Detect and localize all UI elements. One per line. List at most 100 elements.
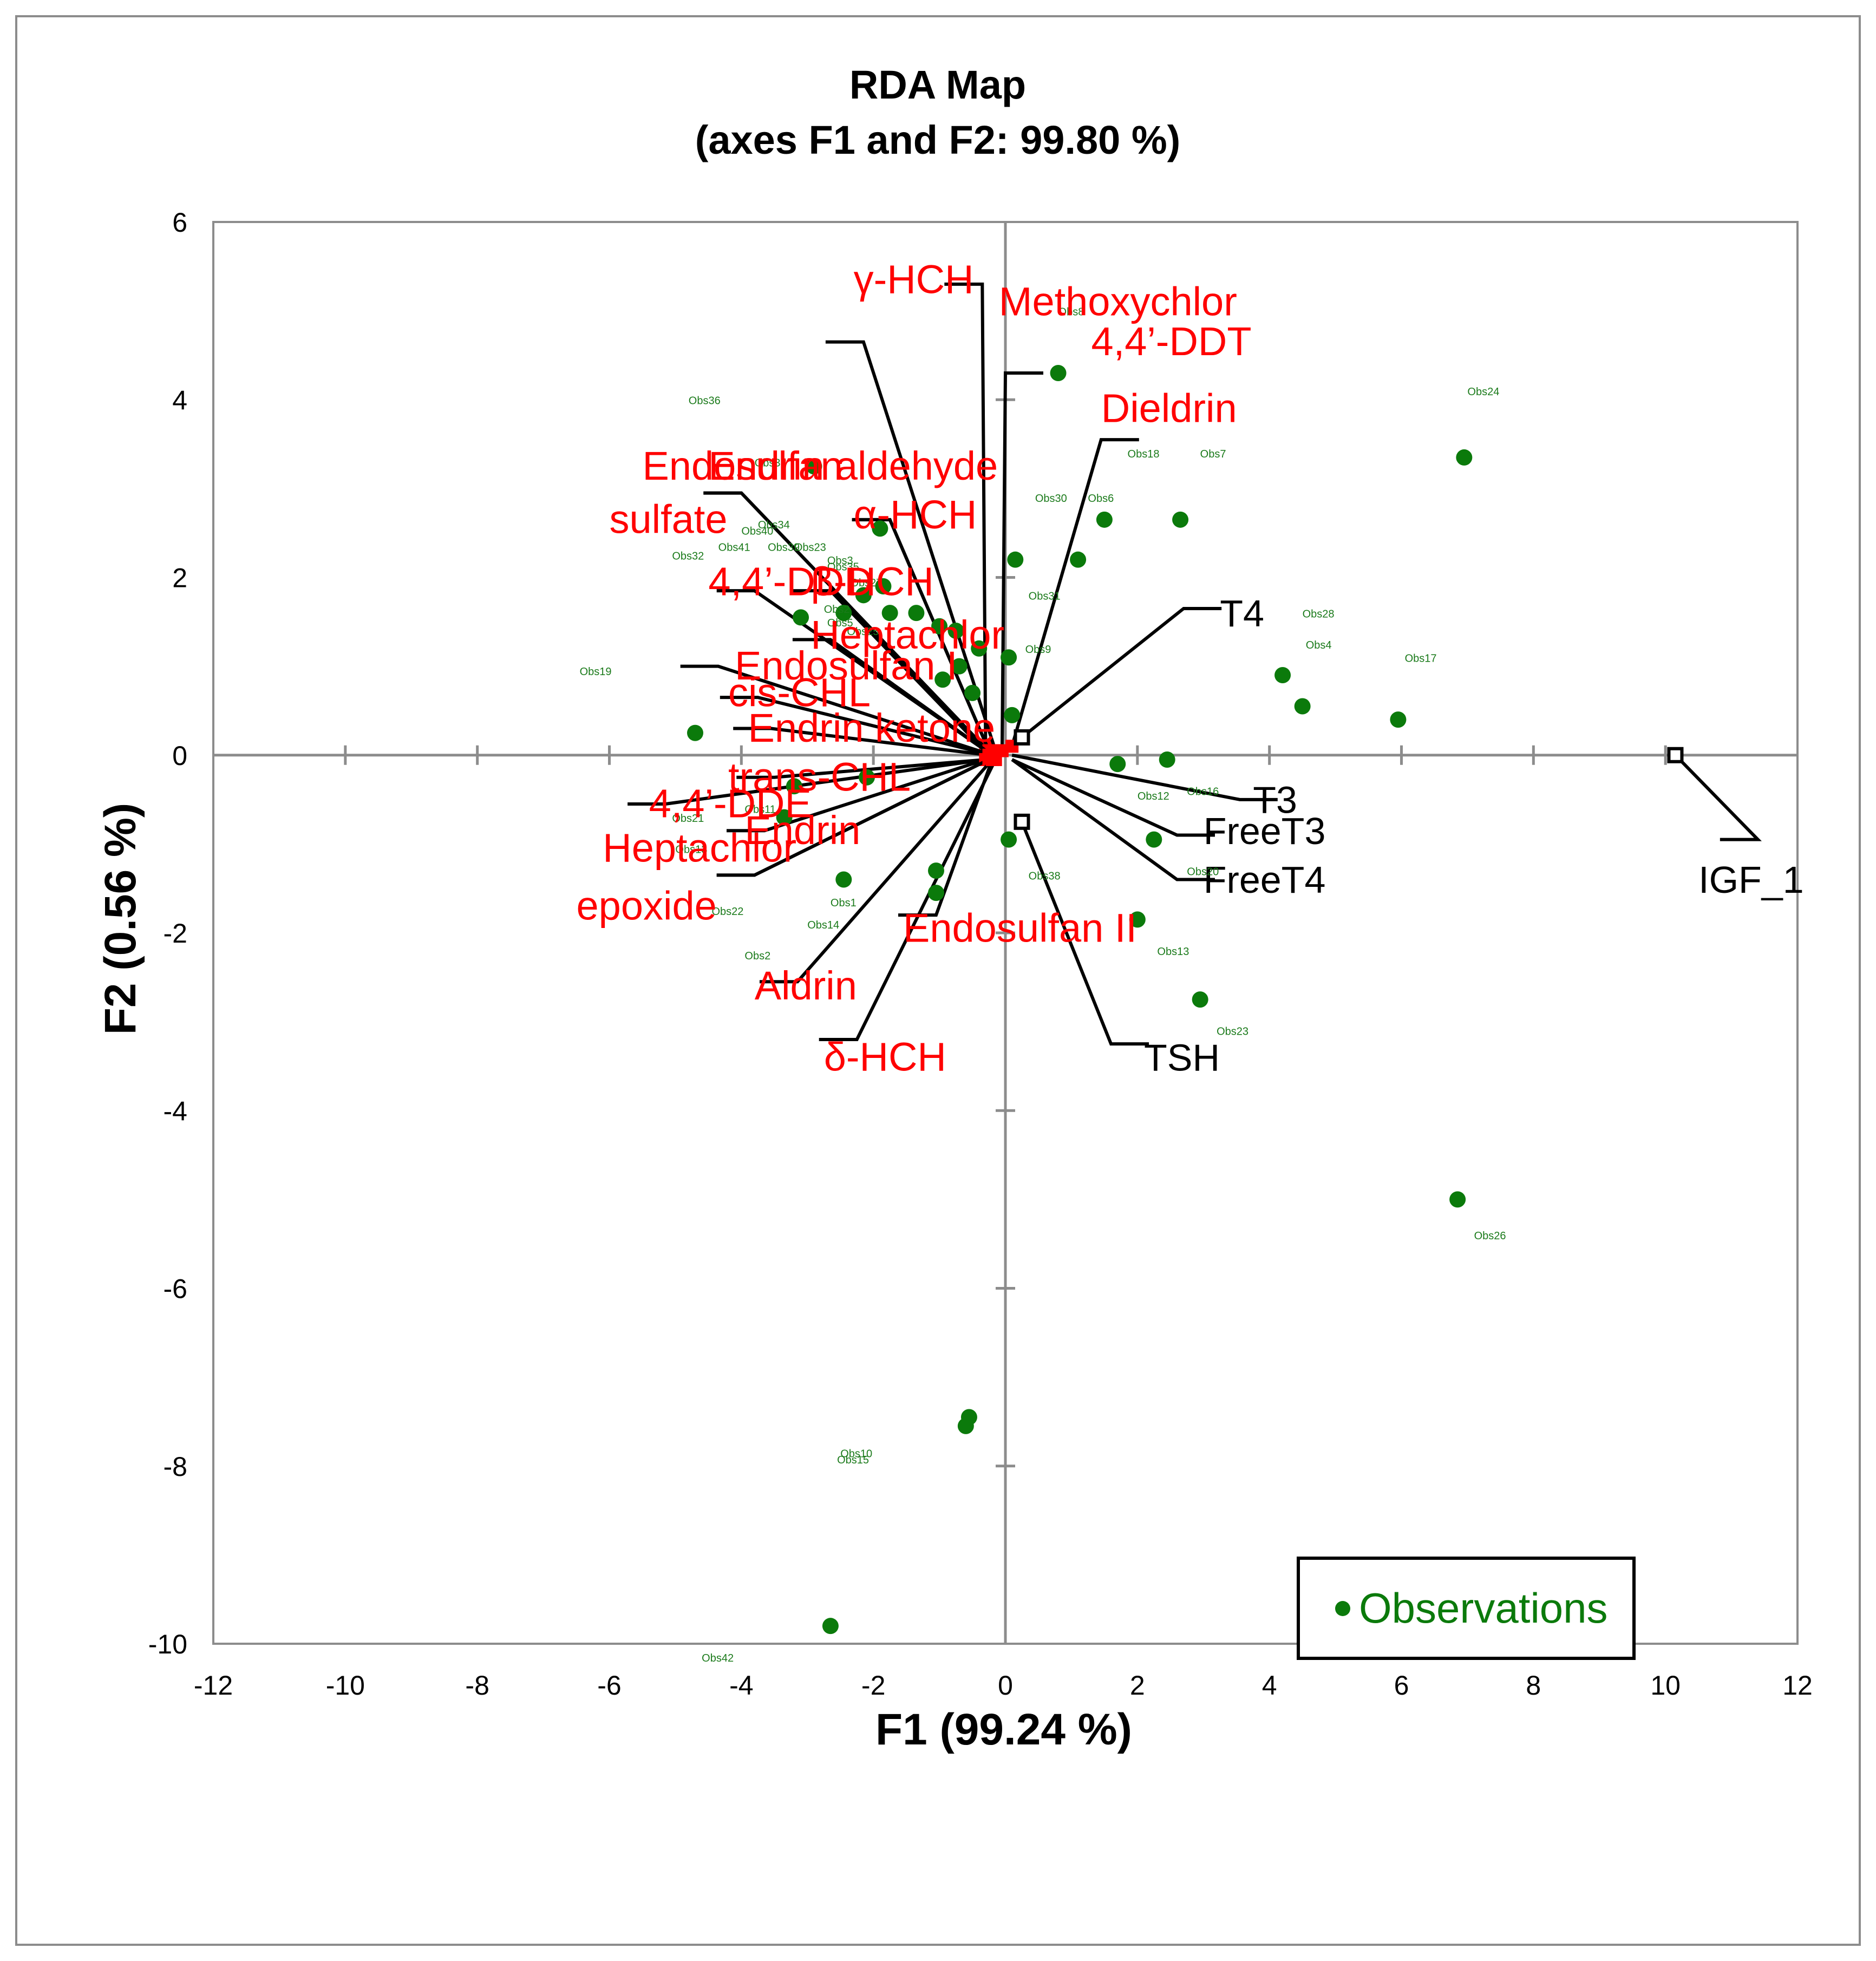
x-tick-label: -10 <box>326 1670 365 1701</box>
observation-label: Obs36 <box>689 395 721 407</box>
hormone-vector-line <box>1020 821 1149 1046</box>
observation-point <box>1129 911 1146 928</box>
pesticide-vector-line <box>680 664 993 757</box>
observation-label: Obs39 <box>768 541 800 553</box>
observation-point <box>855 587 872 604</box>
observation-point <box>1007 551 1024 568</box>
observation-label: Obs32 <box>672 551 704 563</box>
observation-point <box>835 605 852 622</box>
pesticide-vector-line <box>703 491 993 756</box>
observation-point <box>822 1618 839 1635</box>
observation-point <box>1449 1191 1466 1208</box>
observation-label: Obs25 <box>847 626 879 638</box>
observation-point <box>793 609 809 626</box>
observation-point <box>1274 667 1291 684</box>
x-tick-label: 2 <box>1130 1670 1145 1701</box>
x-tick-label: 0 <box>998 1670 1013 1701</box>
observation-label: Obs8 <box>1058 306 1084 318</box>
pesticide-vector-line <box>819 759 997 1041</box>
observation-label: Obs20 <box>1187 866 1219 878</box>
observation-label: Obs26 <box>1474 1230 1506 1242</box>
observation-point <box>1456 449 1473 466</box>
legend-marker <box>1335 1601 1350 1616</box>
observation-point <box>908 605 925 622</box>
observation-label: Obs13 <box>675 844 707 855</box>
pesticide-vector-line <box>736 757 986 779</box>
pesticide-label: Methoxychlor <box>999 279 1237 324</box>
observation-label: Obs40 <box>741 526 773 538</box>
x-tick-label: -8 <box>465 1670 489 1701</box>
pesticide-vector-line <box>627 757 986 806</box>
chart-title: RDA Map <box>849 62 1026 107</box>
hormone-vector-line <box>1011 758 1215 837</box>
pesticide-vector-line <box>1000 371 1043 751</box>
x-tick-label: 4 <box>1262 1670 1277 1701</box>
pesticide-vector-line <box>898 759 994 917</box>
observation-point <box>1192 991 1208 1008</box>
hormone-label: TSH <box>1144 1036 1220 1078</box>
pesticide-label: cis-CHL <box>728 670 871 715</box>
observation-point <box>931 618 948 635</box>
pesticide-label: γ-HCH <box>854 257 974 302</box>
rda-chart: RDA Map (axes F1 and F2: 99.80 %) -12 -10… <box>96 62 1813 1754</box>
observation-label: Obs10 <box>840 1448 872 1460</box>
observation-label: Obs11 <box>744 803 775 815</box>
hormone-vector-marker <box>1014 813 1030 830</box>
observation-label: Obs38 <box>1029 871 1061 883</box>
x-tick-label: -4 <box>729 1670 753 1701</box>
observation-label: Obs21 <box>672 813 704 825</box>
pesticide-vector-line <box>792 638 993 757</box>
x-tick-label: -12 <box>194 1670 233 1701</box>
observation-point <box>927 862 944 879</box>
y-tick-label: -2 <box>164 918 187 949</box>
hormone-vector-line <box>1674 754 1762 841</box>
pesticide-vector-line <box>792 589 990 756</box>
hormone-label: T3 <box>1253 779 1297 821</box>
observation-label: Obs31 <box>1029 591 1061 603</box>
observation-label: Obs34 <box>758 519 790 531</box>
observation-point <box>971 640 988 657</box>
x-tick-label: -2 <box>861 1670 885 1701</box>
observation-label: Obs6 <box>1088 493 1114 505</box>
observation-point <box>927 885 944 901</box>
pesticide-label: α-HCH <box>854 492 977 537</box>
hormone-label: FreeT4 <box>1204 859 1326 901</box>
observation-label: Obs1 <box>831 897 857 909</box>
x-tick-label: 12 <box>1782 1670 1813 1701</box>
observation-label: Obs2 <box>824 604 850 616</box>
observation-label: Obs42 <box>702 1652 734 1664</box>
observation-label: Obs35 <box>827 561 859 573</box>
pesticide-vector-line <box>733 727 989 757</box>
y-axis-title: F2 (0.56 %) <box>96 803 145 1035</box>
observation-point <box>687 724 703 741</box>
observation-label: Obs12 <box>1138 790 1169 802</box>
pesticide-label: β-HCH <box>810 559 934 604</box>
pesticide-label: δ-HCH <box>824 1034 946 1079</box>
pesticide-label: Heptachlor <box>810 612 1004 657</box>
observation-point <box>806 458 822 475</box>
observation-label: Obs13 <box>1157 946 1189 958</box>
y-tick-label: -4 <box>164 1096 187 1126</box>
y-tick-label: 2 <box>172 563 187 593</box>
x-tick-label: 10 <box>1650 1670 1681 1701</box>
pesticide-label: Dieldrin <box>1101 385 1237 430</box>
pesticide-label: 4,4’-DDD <box>708 559 873 604</box>
observation-label: Obs19 <box>580 666 612 678</box>
y-tick-label: 6 <box>172 207 187 238</box>
observation-point <box>1001 649 1017 666</box>
observation-point <box>964 684 981 701</box>
observation-point <box>947 622 964 639</box>
hormone-label: FreeT3 <box>1204 810 1326 852</box>
y-tick-label: 4 <box>172 385 187 415</box>
observation-point <box>957 1417 974 1434</box>
y-tick-label: -8 <box>164 1452 187 1482</box>
observation-label: Obs15 <box>837 1454 869 1466</box>
observation-point <box>1294 698 1311 715</box>
x-tick-label: 6 <box>1394 1670 1409 1701</box>
observation-point <box>881 605 898 622</box>
chart-frame: RDA Map (axes F1 and F2: 99.80 %) -12 -10… <box>15 15 1861 1946</box>
pesticide-label: Endosulfan I <box>735 643 957 688</box>
pesticide-vector-line <box>1010 438 1139 747</box>
observation-label: Obs24 <box>1467 386 1499 398</box>
observation-label: Obs30 <box>1035 493 1067 505</box>
